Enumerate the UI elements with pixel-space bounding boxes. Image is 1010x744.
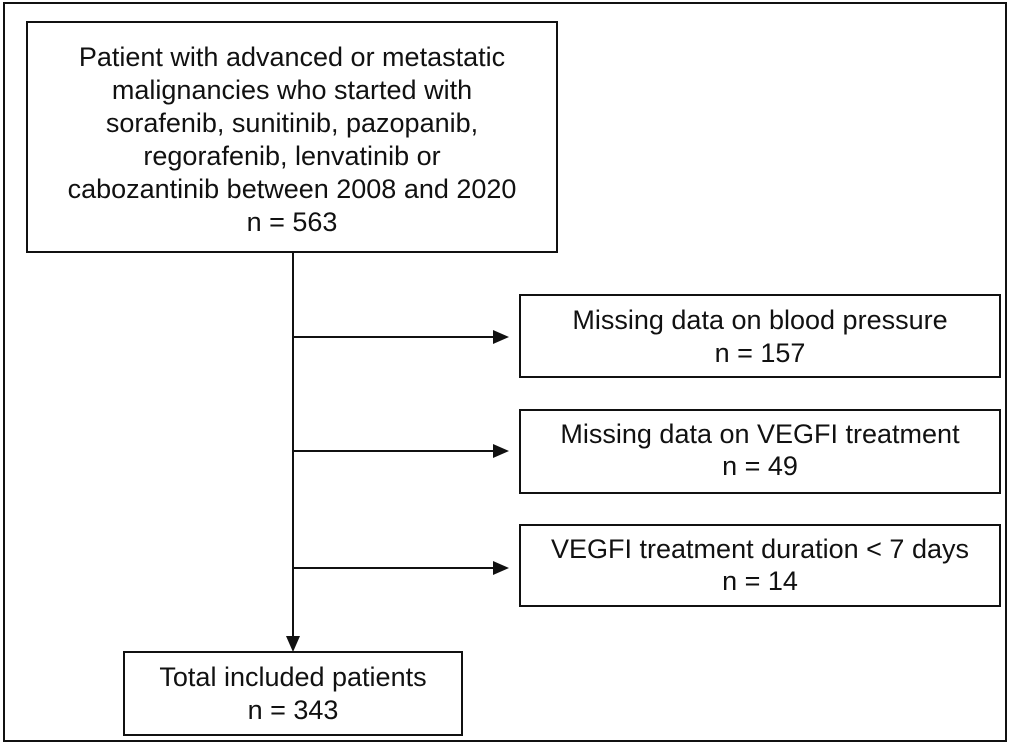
box-text: Patient with advanced or metastatic (79, 42, 505, 72)
result-box (123, 651, 463, 736)
box-text: n = 157 (715, 338, 806, 368)
box-text: n = 563 (247, 207, 338, 237)
box-text: sorafenib, sunitinib, pazopanib, (106, 108, 478, 138)
box-text: Missing data on blood pressure (572, 305, 947, 335)
box-text: n = 14 (722, 566, 798, 596)
arrow-head (286, 636, 300, 652)
arrow-head (493, 561, 509, 575)
box-text: n = 49 (722, 451, 798, 481)
box-text: malignancies who started with (112, 75, 472, 105)
exclusion-box (519, 524, 1001, 607)
box-text: regorafenib, lenvatinib or (143, 141, 440, 171)
arrow-head (493, 444, 509, 458)
box-text: cabozantinib between 2008 and 2020 (68, 174, 517, 204)
frame (3, 2, 1007, 742)
exclusion-box (519, 294, 1001, 378)
exclusion-box (519, 409, 1001, 494)
arrow-head (493, 330, 509, 344)
box-text: Total included patients (159, 662, 426, 692)
box-text: n = 343 (248, 695, 339, 725)
box-text: VEGFI treatment duration < 7 days (551, 534, 969, 564)
start-box (26, 21, 558, 253)
box-text: Missing data on VEGFI treatment (560, 419, 960, 449)
